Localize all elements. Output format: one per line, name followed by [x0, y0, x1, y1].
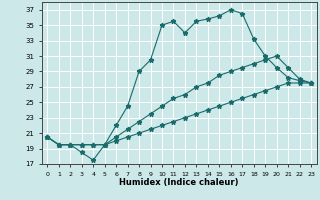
X-axis label: Humidex (Indice chaleur): Humidex (Indice chaleur)	[119, 178, 239, 187]
